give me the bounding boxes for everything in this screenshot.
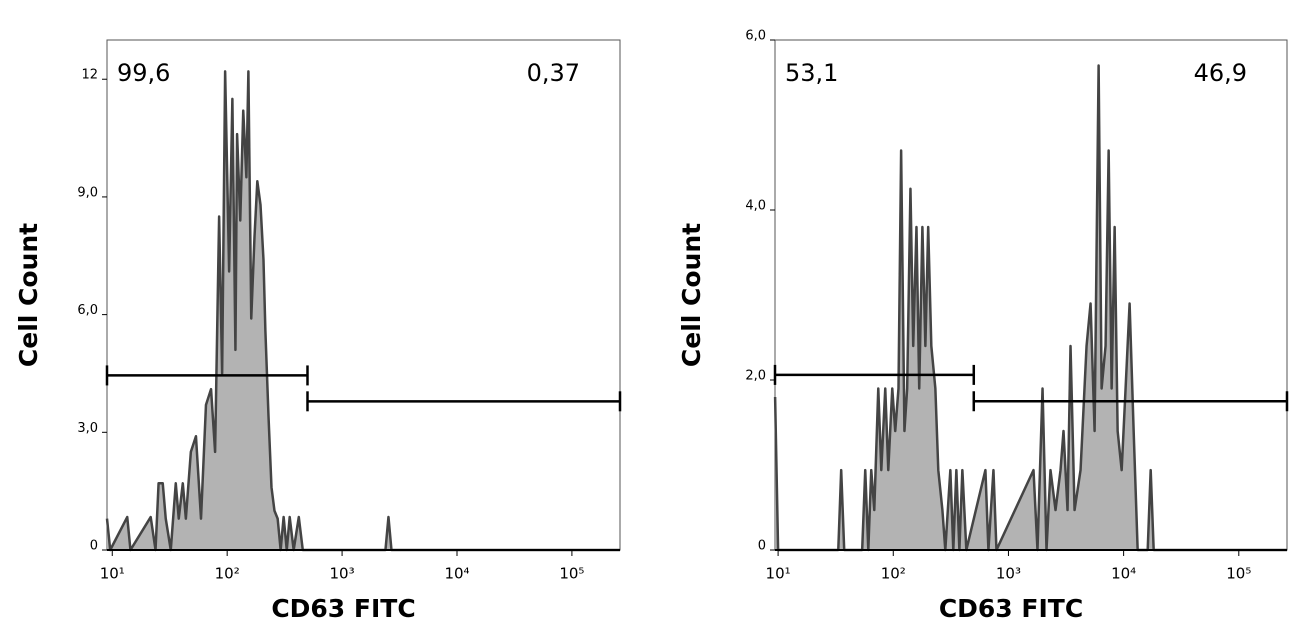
x-tick-label: 10⁵ bbox=[559, 565, 584, 583]
x-tick-label: 10³ bbox=[330, 565, 355, 583]
x-axis-label: CD63 FITC bbox=[939, 594, 1083, 623]
chart-panel: 0 3,0 6,0 9,0 12 10¹ 10² 10³ 10⁴ 10⁵ 99,6 0,37 CD63 … bbox=[14, 39, 622, 623]
histogram-line bbox=[105, 70, 620, 552]
x-tick-label: 10⁴ bbox=[444, 565, 469, 583]
histogram-line bbox=[773, 64, 1287, 552]
x-tick-label: 10¹ bbox=[766, 565, 791, 583]
y-tick-label: 0 bbox=[90, 539, 98, 554]
gate-label: 0,37 bbox=[527, 59, 580, 87]
gate-label: 99,6 bbox=[117, 59, 170, 87]
y-tick-label: 6,0 bbox=[77, 303, 98, 318]
x-tick-label: 10¹ bbox=[100, 565, 125, 583]
y-axis-label: Cell Count bbox=[677, 223, 706, 367]
y-tick-label: 6,0 bbox=[745, 29, 766, 44]
gate-label: 53,1 bbox=[785, 59, 838, 87]
x-tick-label: 10³ bbox=[996, 565, 1021, 583]
area-fill bbox=[107, 71, 620, 550]
y-tick-label: 3,0 bbox=[77, 421, 98, 436]
x-axis-label: CD63 FITC bbox=[271, 594, 415, 623]
y-tick-label: 0 bbox=[758, 539, 766, 554]
y-tick-label: 2,0 bbox=[745, 369, 766, 384]
y-tick-label: 9,0 bbox=[77, 185, 98, 200]
gate-label: 46,9 bbox=[1194, 59, 1247, 87]
x-tick-label: 10⁴ bbox=[1111, 565, 1136, 583]
area-fill bbox=[775, 65, 1287, 550]
plot-frame bbox=[106, 39, 621, 551]
y-axis-label: Cell Count bbox=[14, 223, 43, 367]
x-tick-label: 10² bbox=[881, 565, 906, 583]
x-tick-label: 10⁵ bbox=[1226, 565, 1251, 583]
chart-panel: 0 2,0 4,0 6,0 10¹ 10² 10³ 10⁴ 10⁵ 53,1 46,9 CD63 FI… bbox=[677, 29, 1289, 623]
x-tick-label: 10² bbox=[215, 565, 240, 583]
y-tick-label: 12 bbox=[81, 68, 98, 83]
y-tick-label: 4,0 bbox=[745, 199, 766, 214]
